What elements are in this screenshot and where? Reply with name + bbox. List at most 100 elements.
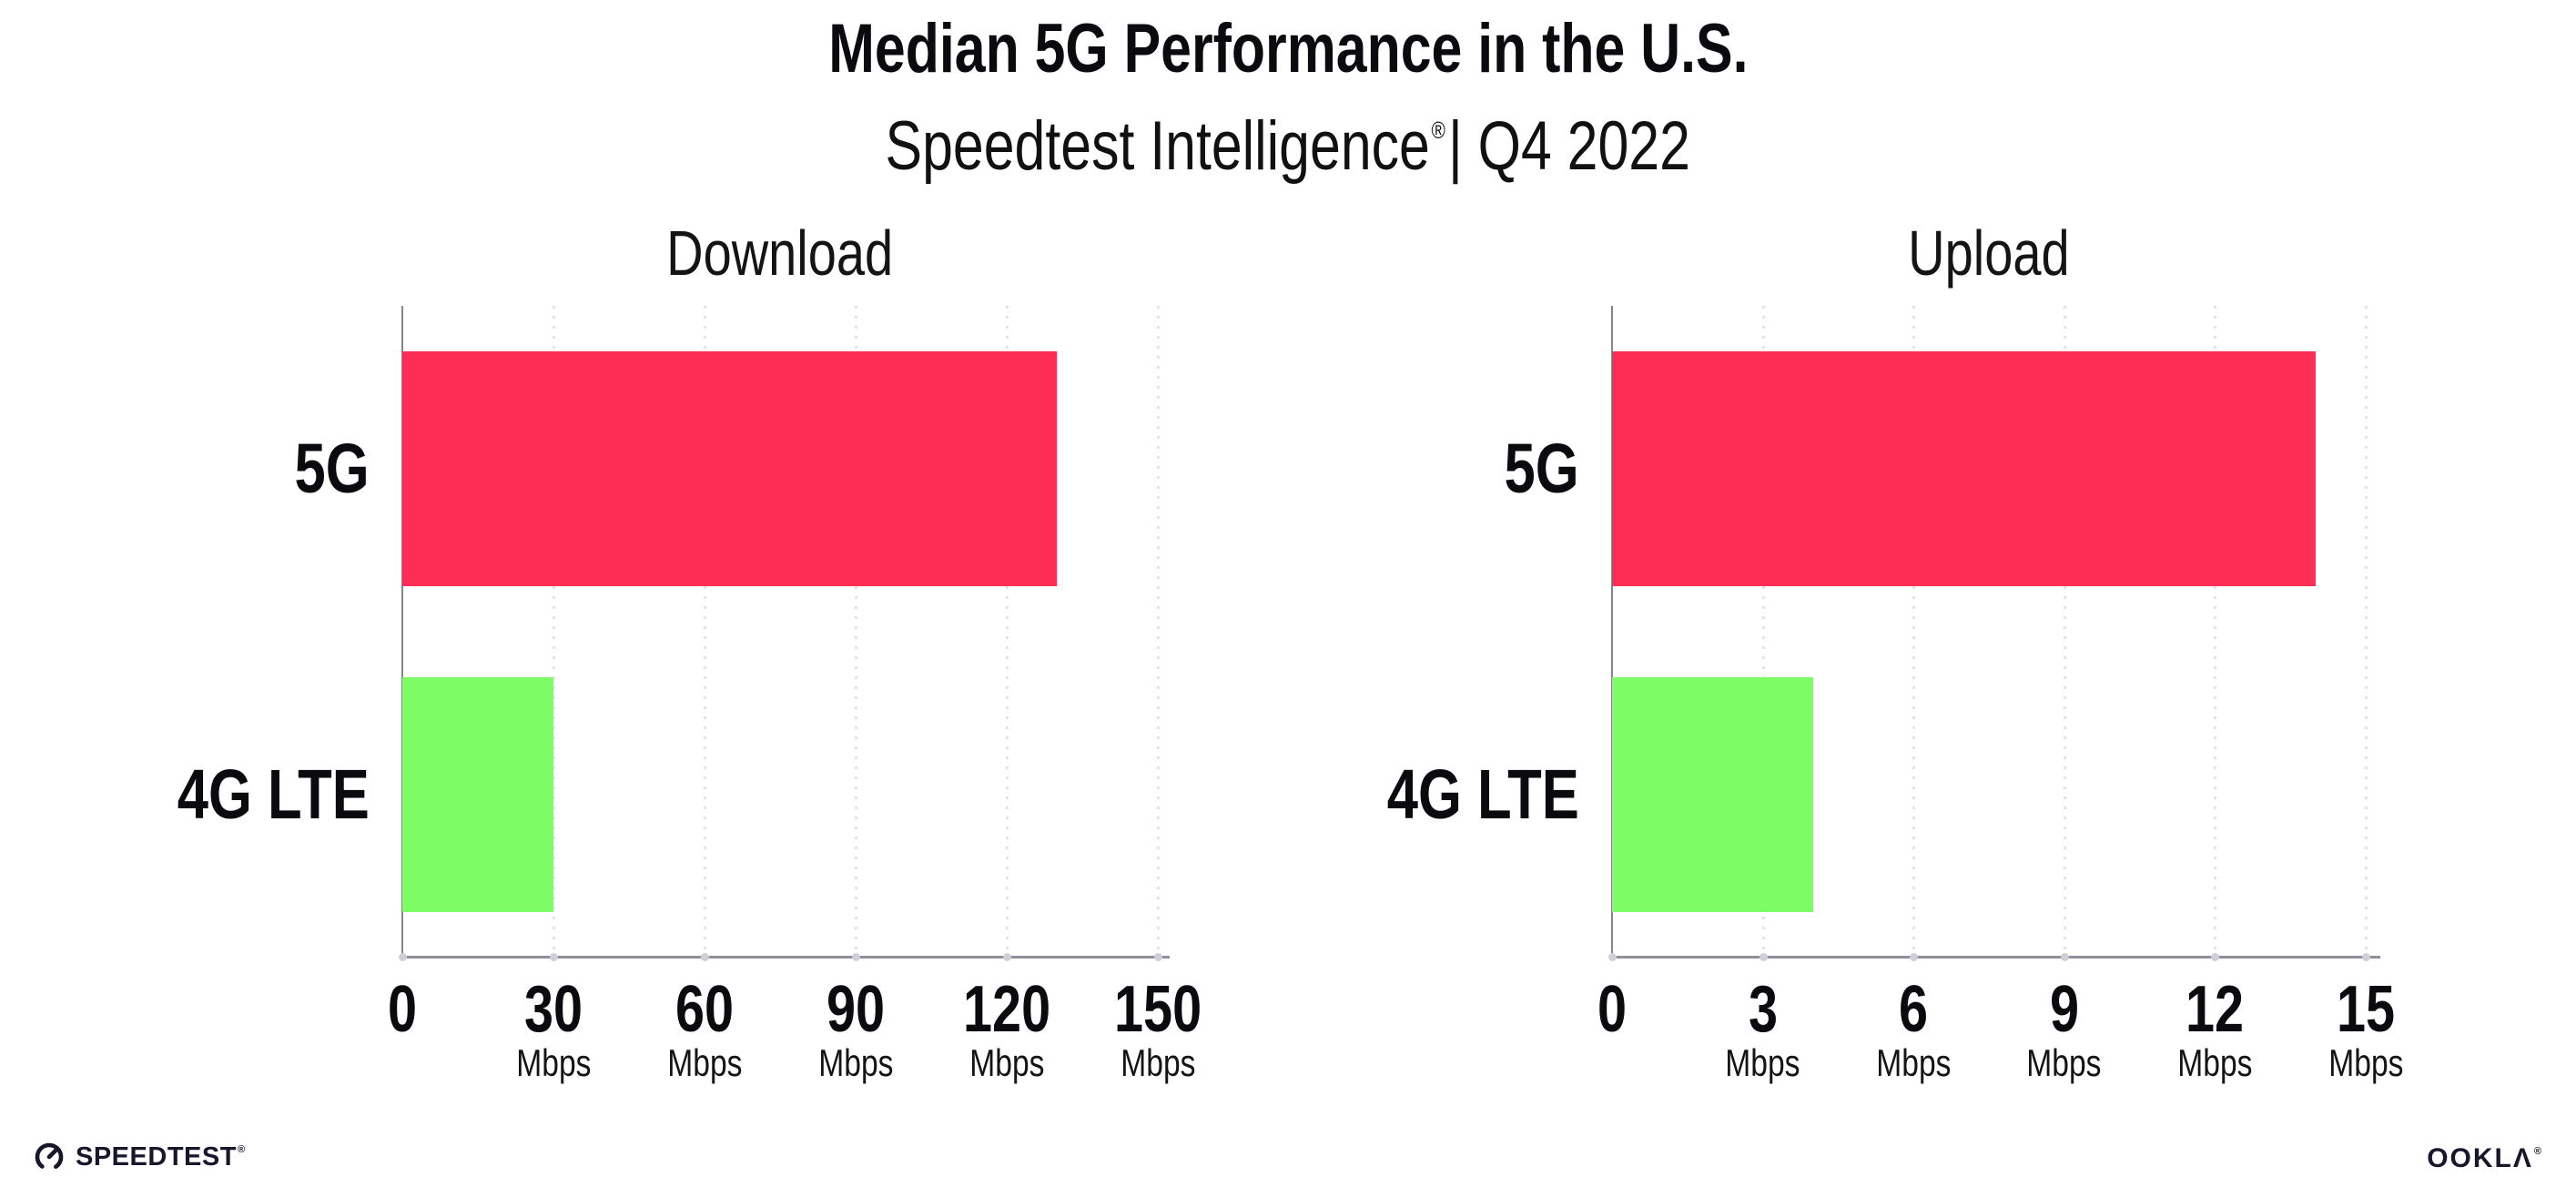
x-tick-label-upload-15-text: 15 — [2336, 973, 2396, 1046]
page-subtitle-text: Speedtest Intelligence®| Q4 2022 — [886, 108, 1690, 185]
category-label-upload-4g-lte-text: 4G LTE — [1386, 755, 1579, 834]
x-tick-label-upload-0: 0 — [1503, 977, 1721, 1042]
x-tick-label-download-0: 0 — [293, 977, 512, 1042]
x-tick-unit-download-90-text: Mbps — [817, 1041, 894, 1084]
x-tick-label-upload-15: 15 — [2257, 977, 2475, 1042]
bar-download-5g — [402, 351, 1058, 586]
chart-title-download: Download — [402, 218, 1158, 289]
x-tick-unit-upload-12-text: Mbps — [2177, 1041, 2253, 1084]
x-tick-mark-upload-12 — [2211, 953, 2220, 961]
y-axis-download — [401, 306, 403, 956]
page-title: Median 5G Performance in the U.S. — [0, 11, 2576, 87]
subtitle-period: | Q4 2022 — [1448, 107, 1691, 185]
x-tick-unit-download-120: Mbps — [898, 1044, 1116, 1082]
x-axis-upload — [1612, 956, 2380, 959]
chart-title-download-text: Download — [666, 218, 894, 289]
x-tick-unit-download-150-text: Mbps — [1120, 1041, 1196, 1084]
x-tick-mark-upload-6 — [1910, 953, 1919, 961]
x-tick-mark-upload-3 — [1759, 953, 1768, 961]
x-tick-mark-upload-9 — [2060, 953, 2069, 961]
speedtest-wordmark: SPEEDTEST® — [76, 1142, 246, 1172]
y-axis-upload — [1611, 306, 1613, 956]
x-tick-label-upload-9: 9 — [1955, 977, 2174, 1042]
gridline-download-30 — [553, 306, 555, 956]
category-label-download-4g-lte-text: 4G LTE — [177, 755, 370, 834]
gridline-upload-9 — [2063, 306, 2066, 956]
x-tick-unit-upload-3-text: Mbps — [1725, 1041, 1800, 1084]
bar-upload-5g — [1612, 351, 2316, 586]
x-tick-unit-upload-6-text: Mbps — [1876, 1041, 1952, 1084]
x-tick-mark-download-60 — [701, 953, 709, 961]
x-tick-mark-download-30 — [550, 953, 558, 961]
x-tick-label-download-120-text: 120 — [962, 973, 1051, 1046]
x-tick-mark-download-120 — [1003, 953, 1011, 961]
x-tick-unit-upload-3: Mbps — [1654, 1044, 1872, 1082]
x-tick-label-upload-12: 12 — [2105, 977, 2324, 1042]
x-tick-unit-download-150: Mbps — [1049, 1044, 1267, 1082]
x-tick-unit-upload-15-text: Mbps — [2328, 1041, 2404, 1084]
x-axis-download — [402, 956, 1170, 959]
gridline-download-90 — [855, 306, 857, 956]
page-subtitle: Speedtest Intelligence®| Q4 2022 — [0, 108, 2576, 185]
x-tick-label-download-30: 30 — [444, 977, 663, 1042]
category-label-download-5g-text: 5G — [294, 429, 370, 508]
gridline-upload-3 — [1761, 306, 1765, 956]
x-tick-label-upload-9-text: 9 — [2049, 973, 2079, 1046]
category-label-download-5g: 5G — [5, 306, 370, 632]
x-tick-unit-download-120-text: Mbps — [969, 1041, 1045, 1084]
ookla-logo: OOKLΛ® — [2427, 1143, 2543, 1174]
x-tick-label-upload-6-text: 6 — [1899, 973, 1929, 1046]
gridline-upload-15 — [2365, 306, 2368, 956]
ookla-registered-mark: ® — [2533, 1146, 2543, 1157]
x-tick-mark-download-90 — [852, 953, 860, 961]
ookla-wordmark-text: OOKLΛ — [2427, 1143, 2533, 1173]
x-tick-unit-download-30: Mbps — [444, 1044, 663, 1082]
category-label-upload-4g-lte: 4G LTE — [1215, 632, 1579, 958]
category-label-upload-5g-text: 5G — [1504, 429, 1579, 508]
gridline-upload-6 — [1912, 306, 1916, 956]
bar-upload-4g-lte — [1612, 677, 1813, 912]
registered-mark: ® — [1431, 117, 1446, 144]
chart-title-upload: Upload — [1612, 218, 2366, 289]
x-tick-unit-download-60-text: Mbps — [666, 1041, 743, 1084]
speedtest-registered-mark: ® — [237, 1143, 246, 1155]
x-tick-label-download-120: 120 — [898, 977, 1116, 1042]
speedtest-logo: SPEEDTEST® — [33, 1140, 246, 1174]
x-tick-unit-download-30-text: Mbps — [515, 1041, 592, 1084]
x-tick-unit-upload-6: Mbps — [1804, 1044, 2023, 1082]
x-tick-unit-upload-9: Mbps — [1955, 1044, 2174, 1082]
x-tick-label-download-150-text: 150 — [1113, 973, 1202, 1046]
x-tick-label-download-150: 150 — [1049, 977, 1267, 1042]
subtitle-brand: Speedtest Intelligence — [885, 107, 1431, 185]
x-tick-unit-upload-15: Mbps — [2257, 1044, 2475, 1082]
x-tick-mark-upload-0 — [1608, 953, 1617, 961]
x-tick-label-upload-3-text: 3 — [1748, 973, 1778, 1046]
gridline-download-60 — [704, 306, 706, 956]
x-tick-label-download-60-text: 60 — [674, 973, 735, 1046]
x-tick-unit-download-90: Mbps — [746, 1044, 965, 1082]
x-tick-label-download-60: 60 — [595, 977, 814, 1042]
x-tick-mark-download-0 — [399, 953, 407, 961]
category-label-download-4g-lte: 4G LTE — [5, 632, 370, 958]
x-tick-mark-upload-15 — [2362, 953, 2370, 961]
x-tick-unit-upload-12: Mbps — [2105, 1044, 2324, 1082]
x-tick-mark-download-150 — [1154, 953, 1162, 961]
x-tick-label-upload-3: 3 — [1654, 977, 1872, 1042]
x-tick-unit-download-60: Mbps — [595, 1044, 814, 1082]
speedtest-wordmark-text: SPEEDTEST — [76, 1141, 237, 1172]
speedtest-gauge-icon — [35, 1142, 64, 1172]
x-tick-label-download-90-text: 90 — [826, 973, 886, 1046]
x-tick-label-upload-12-text: 12 — [2186, 973, 2245, 1046]
gridline-download-150 — [1157, 306, 1160, 956]
bar-download-4g-lte — [402, 677, 553, 912]
x-tick-label-download-90: 90 — [746, 977, 965, 1042]
ookla-wordmark: OOKLΛ® — [2427, 1143, 2543, 1174]
category-label-upload-5g: 5G — [1215, 306, 1579, 632]
x-tick-label-upload-0-text: 0 — [1597, 973, 1628, 1046]
gridline-upload-12 — [2214, 306, 2217, 956]
page-title-text: Median 5G Performance in the U.S. — [827, 10, 1749, 87]
x-tick-label-download-30-text: 30 — [523, 973, 583, 1046]
x-tick-label-download-0-text: 0 — [387, 973, 418, 1046]
chart-title-upload-text: Upload — [1908, 218, 2070, 289]
